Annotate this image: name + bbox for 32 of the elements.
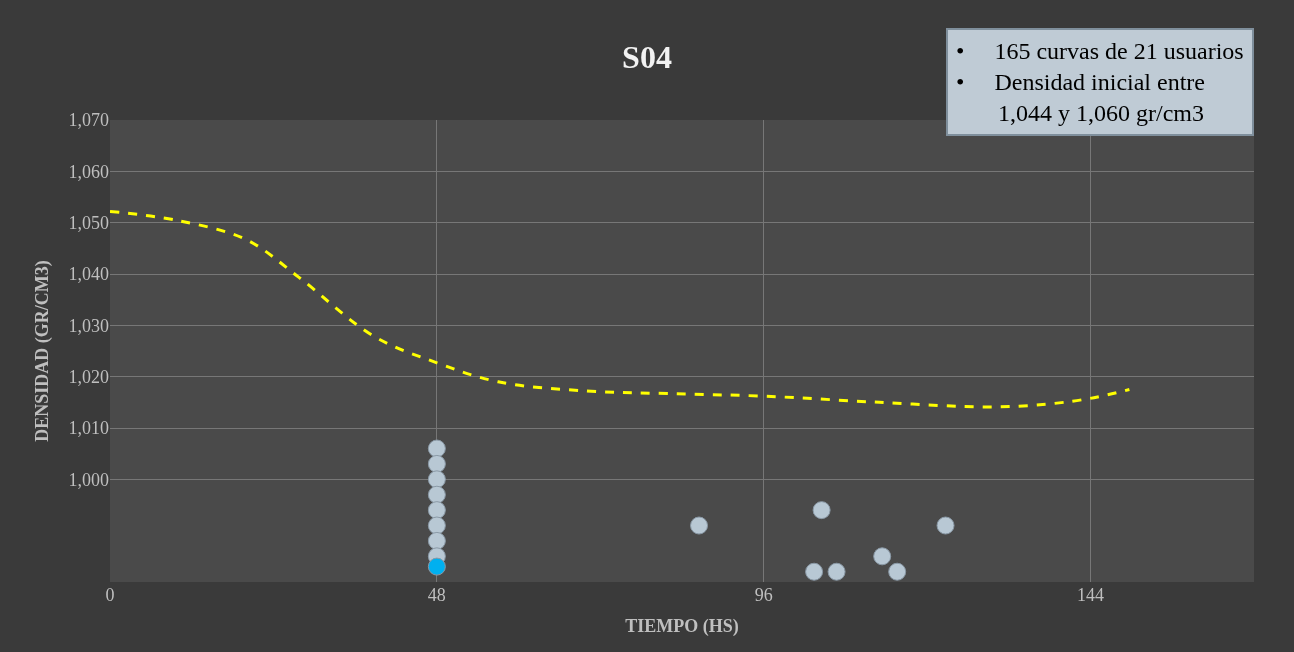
point: [888, 562, 907, 581]
line-series: [110, 209, 1131, 409]
x-tick-label: 96: [754, 585, 773, 605]
point: [936, 516, 955, 535]
y-tick-label: 1,070: [68, 110, 109, 131]
point: [427, 557, 446, 576]
y-tick-label: 1,020: [68, 366, 109, 387]
point: [812, 501, 831, 520]
point: [805, 562, 824, 581]
point: [690, 516, 709, 535]
point: [427, 501, 446, 520]
x-axis-title: TIEMPO (HS): [625, 616, 739, 638]
y-axis-title: DENSIDAD (GR/CM3): [31, 260, 53, 442]
point: [427, 531, 446, 550]
point: [427, 470, 446, 489]
x-tick-label: 0: [105, 585, 115, 605]
annotation: • 165 curvas de 21 usuarios • Densidad inicial entre 1,044 y 1,060 gr/cm3: [956, 38, 1244, 127]
x-tick-label: 48: [427, 585, 446, 605]
x-tick-label: 144: [1077, 585, 1105, 605]
point: [827, 562, 846, 581]
point: [427, 485, 446, 504]
y-tick-label: 1,050: [68, 212, 109, 233]
point: [427, 454, 446, 473]
point: [427, 439, 446, 458]
y-tick-label: 1,000: [68, 469, 109, 490]
y-tick-label: 1,010: [68, 418, 109, 439]
point: [427, 516, 446, 535]
point: [873, 547, 892, 566]
y-tick-label: 1,030: [68, 315, 109, 336]
y-tick-label: 1,060: [68, 161, 109, 182]
chart-title: S04: [622, 39, 672, 76]
y-tick-label: 1,040: [68, 264, 109, 285]
